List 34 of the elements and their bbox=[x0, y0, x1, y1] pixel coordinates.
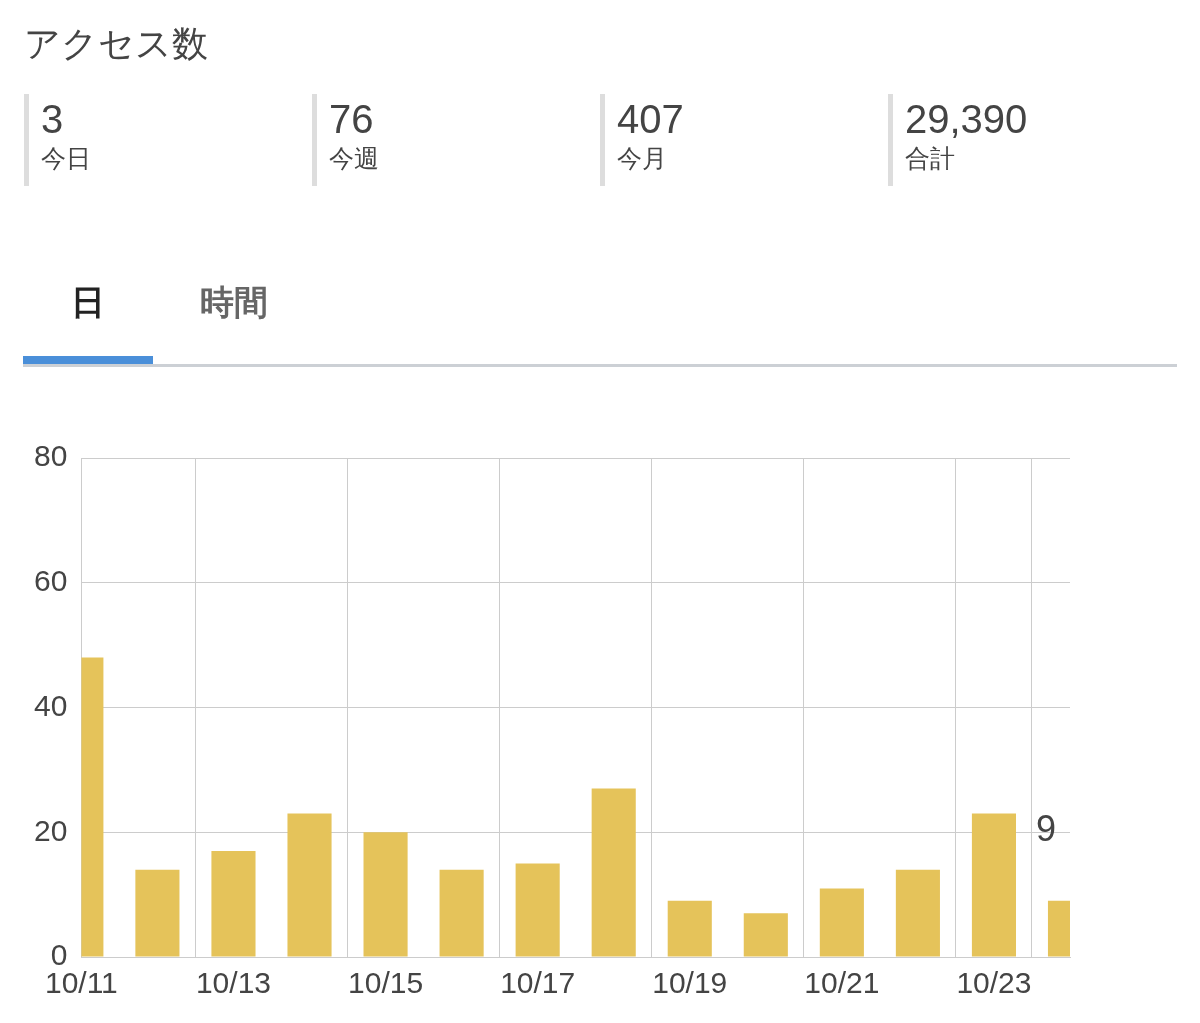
text: 合計 bbox=[905, 143, 956, 174]
text: 3 bbox=[41, 96, 65, 142]
x-tick-label: 10/19 bbox=[652, 966, 728, 1000]
y-tick-label: 20 bbox=[33, 813, 68, 847]
bar bbox=[135, 869, 180, 957]
data-label: 9 bbox=[1035, 807, 1057, 849]
y-tick-label: 80 bbox=[33, 439, 68, 473]
text: 時間 bbox=[200, 282, 268, 323]
x-tick-label: 10/13 bbox=[195, 966, 272, 1000]
bar bbox=[287, 813, 332, 957]
text: 29,390 bbox=[905, 96, 1028, 142]
bar bbox=[439, 869, 484, 957]
bar bbox=[211, 850, 256, 957]
y-tick-label: 40 bbox=[33, 688, 68, 722]
bar bbox=[819, 888, 864, 957]
bar bbox=[971, 813, 1017, 957]
text: アクセス数 bbox=[24, 22, 208, 66]
x-tick-label: 10/21 bbox=[804, 966, 880, 1000]
bar bbox=[591, 788, 636, 957]
bar bbox=[363, 832, 408, 957]
x-tick-label: 10/15 bbox=[348, 966, 424, 1000]
text: 407 bbox=[617, 96, 684, 142]
bar bbox=[515, 863, 560, 957]
text: 今週 bbox=[329, 143, 379, 174]
text: 日 bbox=[71, 282, 105, 323]
x-tick-label: 10/17 bbox=[500, 966, 576, 1000]
text: 今月 bbox=[617, 143, 668, 174]
text: 76 bbox=[329, 96, 375, 142]
x-tick-label: 10/23 bbox=[956, 966, 1032, 1000]
bar bbox=[743, 913, 788, 957]
y-tick-label: 60 bbox=[33, 564, 68, 598]
text: 今日 bbox=[41, 143, 91, 174]
bar bbox=[667, 900, 712, 957]
bar bbox=[895, 869, 940, 957]
